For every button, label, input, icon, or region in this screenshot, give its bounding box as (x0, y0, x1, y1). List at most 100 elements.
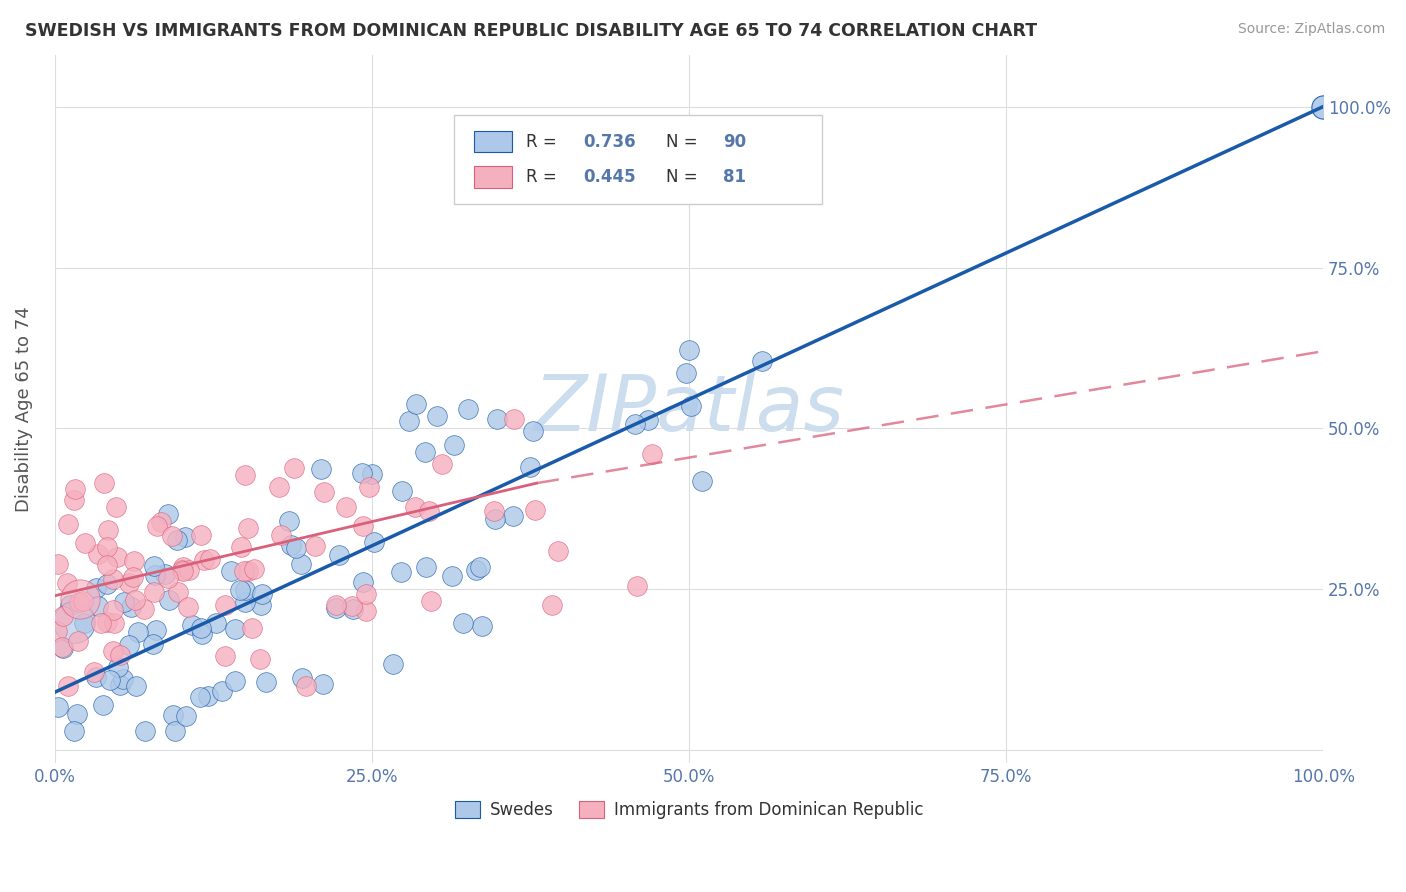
Text: R =: R = (526, 168, 562, 186)
Text: 0.736: 0.736 (583, 133, 636, 151)
Point (188, 690, 211, 704)
Point (503, 412, 526, 426)
Point (214, 648, 236, 663)
Point (233, 595, 256, 609)
Point (415, 560, 437, 574)
Point (352, 466, 374, 480)
Point (146, 519, 169, 533)
Point (174, 709, 197, 723)
Point (547, 544, 569, 558)
Point (101, 644, 124, 658)
Point (464, 563, 486, 577)
Text: N =: N = (666, 133, 703, 151)
Point (430, 457, 453, 471)
Point (91, 698, 114, 713)
Point (142, 637, 165, 651)
Point (122, 554, 145, 568)
Point (121, 570, 143, 584)
Point (404, 500, 426, 515)
Point (328, 548, 350, 562)
Point (238, 564, 260, 578)
Point (267, 480, 290, 494)
Point (290, 558, 312, 572)
Point (426, 409, 449, 423)
Point (124, 679, 146, 693)
Point (361, 467, 384, 481)
Point (233, 582, 256, 597)
Point (150, 515, 173, 529)
Point (363, 535, 385, 549)
Point (132, 602, 155, 616)
Point (163, 723, 186, 738)
Point (73, 536, 96, 550)
Point (381, 657, 404, 672)
Point (190, 627, 212, 641)
Y-axis label: Disability Age 65 to 74: Disability Age 65 to 74 (15, 306, 32, 512)
Point (211, 684, 233, 698)
Point (224, 622, 246, 636)
Point (56, 576, 79, 591)
Point (678, 343, 700, 358)
Point (172, 563, 194, 577)
Text: ZIPatlas: ZIPatlas (533, 371, 844, 447)
Point (624, 417, 647, 432)
Text: 81: 81 (723, 168, 747, 186)
Point (172, 559, 194, 574)
Point (174, 530, 197, 544)
Point (193, 553, 215, 567)
Point (278, 514, 301, 528)
Point (177, 599, 200, 614)
Point (441, 568, 464, 582)
Point (389, 565, 412, 579)
Point (304, 539, 326, 553)
Point (233, 467, 256, 482)
Point (443, 438, 465, 452)
Point (419, 594, 441, 608)
Point (270, 528, 292, 542)
Point (250, 587, 273, 601)
Point (96, 540, 118, 554)
Point (157, 507, 180, 521)
Point (398, 414, 420, 428)
Point (453, 615, 475, 630)
Point (142, 585, 165, 599)
Point (283, 460, 305, 475)
Point (73, 615, 96, 630)
Point (1312, 100, 1334, 114)
Point (118, 639, 141, 653)
Point (418, 504, 440, 518)
Point (90, 615, 112, 630)
Text: 90: 90 (723, 133, 747, 151)
Point (214, 598, 236, 612)
Point (641, 447, 664, 461)
Point (482, 503, 505, 517)
Point (96, 558, 118, 572)
Point (626, 579, 648, 593)
Point (124, 592, 146, 607)
Point (405, 397, 427, 411)
Point (219, 564, 242, 578)
Point (254, 675, 277, 690)
Point (197, 689, 219, 703)
Point (484, 512, 506, 526)
Point (63, 493, 86, 508)
Point (637, 413, 659, 427)
Point (46, 557, 69, 571)
Point (83, 665, 105, 679)
Point (142, 559, 165, 574)
Point (120, 599, 142, 614)
Point (111, 672, 134, 686)
Point (177, 563, 200, 577)
Point (190, 528, 212, 542)
Point (679, 400, 702, 414)
Point (87, 547, 110, 561)
Point (335, 500, 357, 514)
Point (156, 571, 179, 585)
Point (69, 592, 91, 607)
Point (67, 595, 90, 609)
Point (180, 617, 202, 632)
FancyBboxPatch shape (474, 131, 513, 153)
Point (249, 651, 271, 665)
Point (312, 677, 335, 691)
Point (541, 599, 564, 613)
